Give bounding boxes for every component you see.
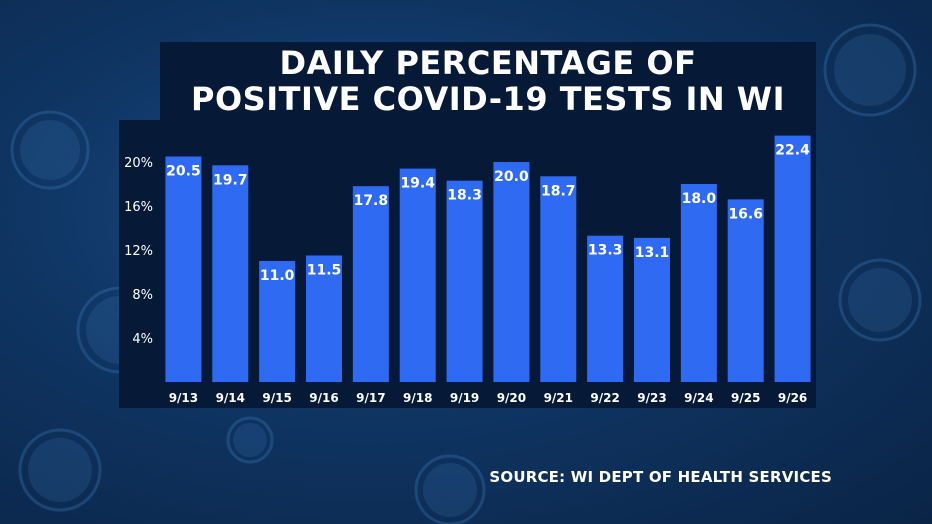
y-tick-label: 4%: [132, 332, 153, 347]
bar: [399, 168, 436, 382]
bar-value-label: 11.0: [260, 268, 295, 284]
bar-value-label: 22.4: [775, 143, 810, 159]
bar-value-label: 17.8: [354, 193, 389, 209]
y-tick-label: 20%: [124, 156, 153, 171]
chart-title-line-1: DAILY PERCENTAGE OF: [279, 44, 697, 82]
title-panel: DAILY PERCENTAGE OF POSITIVE COVID-19 TE…: [160, 42, 816, 120]
bar-value-label: 13.1: [635, 245, 670, 261]
bar: [634, 237, 670, 382]
bar: [165, 156, 202, 382]
x-tick-label: 9/20: [497, 391, 526, 405]
x-tick-label: 9/21: [544, 391, 573, 405]
bar-value-label: 20.0: [494, 169, 529, 185]
y-tick-label: 8%: [132, 288, 153, 303]
bar-chart: 4% 8% 12% 16% 20% 20.5 9/13 19.7 9/14 11.0 9/15 11.…: [124, 135, 811, 405]
x-tick-label: 9/16: [309, 391, 338, 405]
x-tick-label: 9/14: [216, 391, 245, 405]
chart-panel: 4% 8% 12% 16% 20% 20.5 9/13 19.7 9/14 11.0 9/15 11.…: [119, 120, 816, 408]
source-credit: SOURCE: WI DEPT OF HEALTH SERVICES: [489, 468, 832, 486]
x-tick-label: 9/25: [731, 391, 760, 405]
bar: [259, 261, 296, 382]
bar: [727, 199, 764, 382]
x-tick-label: 9/26: [778, 391, 807, 405]
bar-value-label: 16.6: [728, 206, 763, 222]
x-tick-label: 9/23: [637, 391, 666, 405]
bar: [680, 184, 717, 382]
bar-value-label: 19.7: [213, 172, 248, 188]
bar-value-label: 11.5: [307, 263, 342, 279]
bar: [540, 176, 577, 382]
bar-value-label: 13.3: [588, 243, 623, 259]
bar: [306, 255, 342, 382]
y-tick-label: 16%: [124, 200, 153, 215]
bar: [352, 186, 389, 382]
x-tick-label: 9/17: [356, 391, 385, 405]
x-tick-label: 9/19: [450, 391, 479, 405]
bar-value-label: 19.4: [400, 176, 435, 192]
chart-title-line-2: POSITIVE COVID-19 TESTS IN WI: [191, 80, 785, 118]
bar: [587, 235, 624, 382]
x-tick-label: 9/24: [684, 391, 713, 405]
bar: [446, 180, 483, 382]
bar-value-label: 18.7: [541, 183, 576, 199]
bar-value-label: 18.0: [682, 191, 717, 207]
x-tick-label: 9/13: [169, 391, 198, 405]
bar: [774, 135, 811, 382]
bar: [212, 165, 249, 382]
bar-value-label: 18.3: [447, 188, 482, 204]
bar-value-label: 20.5: [166, 164, 201, 180]
y-tick-label: 12%: [124, 244, 153, 259]
x-tick-label: 9/22: [590, 391, 619, 405]
bar: [493, 162, 530, 382]
x-tick-label: 9/15: [262, 391, 291, 405]
x-tick-label: 9/18: [403, 391, 432, 405]
